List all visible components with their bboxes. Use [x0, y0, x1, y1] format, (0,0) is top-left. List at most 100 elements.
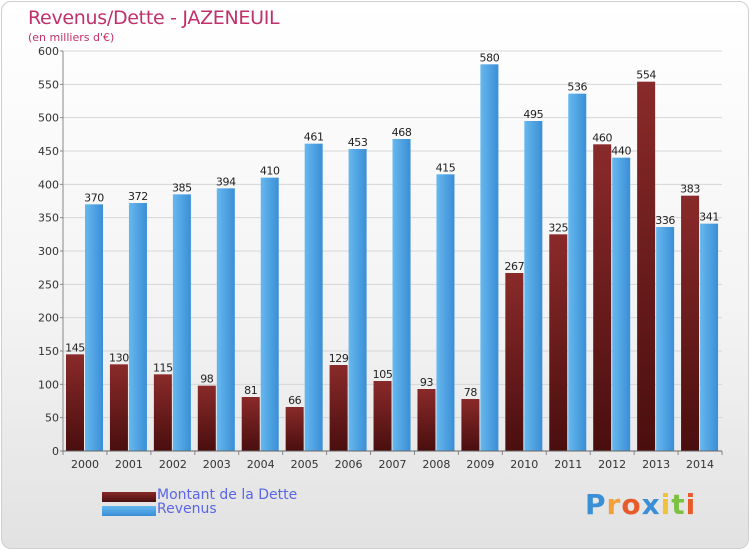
bar-dette: [637, 81, 656, 452]
bar-revenus: [304, 143, 323, 451]
data-label-revenus: 410: [260, 165, 280, 178]
data-label-revenus: 336: [655, 214, 675, 227]
bar-revenus: [172, 194, 191, 452]
grid-layer: [63, 50, 722, 452]
x-tick-label: 2011: [554, 458, 582, 471]
bar-dette: [593, 144, 612, 452]
data-label-revenus: 341: [699, 211, 719, 224]
data-label-revenus: 372: [128, 190, 148, 203]
bar-revenus: [260, 177, 279, 451]
data-label-dette: 145: [65, 341, 85, 354]
data-label-revenus: 415: [436, 161, 456, 174]
bar-dette: [373, 381, 392, 451]
labels-layer: 145 370 130 372 115 385 98 394 81 410 66 461 129 453 1…: [65, 51, 719, 407]
data-label-revenus: 370: [84, 191, 104, 204]
logo-letter: x: [641, 488, 661, 521]
y-tick-label: 0: [52, 445, 59, 458]
x-tick-label: 2000: [71, 458, 99, 471]
x-tick-label: 2003: [203, 458, 231, 471]
x-tick-label: 2001: [115, 458, 143, 471]
data-label-revenus: 495: [523, 108, 543, 121]
legend-label-dette: Montant de la Dette: [157, 487, 298, 503]
data-label-dette: 66: [288, 394, 302, 407]
x-tick-label: 2002: [159, 458, 187, 471]
data-label-dette: 78: [464, 386, 478, 399]
legend-swatch-revenus: [102, 506, 156, 516]
x-tick-label: 2010: [510, 458, 538, 471]
x-tick-label: 2012: [598, 458, 626, 471]
bar-revenus: [216, 188, 235, 452]
bar-dette: [681, 195, 700, 451]
bar-revenus: [436, 174, 455, 452]
data-label-dette: 81: [244, 384, 257, 397]
logo-letter: i: [660, 488, 672, 521]
data-label-dette: 98: [200, 373, 214, 386]
bar-dette: [197, 385, 216, 451]
bar-revenus: [392, 139, 411, 451]
y-tick-label: 250: [38, 278, 59, 291]
data-label-revenus: 385: [172, 181, 192, 194]
data-label-revenus: 394: [216, 175, 236, 188]
bar-revenus: [612, 157, 631, 451]
bar-dette: [549, 234, 568, 451]
data-label-revenus: 461: [304, 131, 324, 144]
data-label-revenus: 440: [611, 145, 631, 158]
bar-dette: [417, 389, 436, 451]
chart-subtitle: (en milliers d'€): [28, 31, 115, 44]
y-tick-label: 400: [38, 178, 59, 191]
bar-dette: [329, 365, 348, 451]
x-tick-label: 2005: [291, 458, 319, 471]
logo-letter: t: [671, 488, 686, 521]
bars-layer: [66, 64, 719, 452]
data-label-dette: 129: [329, 352, 349, 365]
axis-layer: 0 50 100 150 200 250 300 350 400 450 500 550 600 2000…: [38, 45, 723, 471]
data-label-dette: 105: [373, 368, 393, 381]
bar-revenus: [568, 93, 587, 452]
x-tick-label: 2006: [335, 458, 363, 471]
y-tick-label: 300: [38, 245, 59, 258]
data-label-dette: 383: [680, 183, 700, 196]
bar-dette: [505, 273, 524, 451]
data-label-revenus: 580: [480, 51, 500, 64]
bar-dette: [285, 407, 304, 451]
bar-dette: [109, 364, 128, 451]
data-label-dette: 460: [592, 131, 612, 144]
bar-revenus: [656, 227, 675, 451]
proxiti-logo: Proxiti: [585, 488, 696, 521]
data-label-dette: 115: [153, 361, 173, 374]
y-tick-label: 200: [38, 312, 59, 325]
bar-revenus: [480, 64, 499, 452]
logo-letter: o: [621, 488, 642, 521]
x-tick-label: 2013: [642, 458, 670, 471]
x-tick-label: 2008: [422, 458, 450, 471]
logo-letter: i: [685, 488, 697, 521]
data-label-dette: 93: [420, 376, 434, 389]
legend-swatch-dette: [102, 492, 156, 502]
data-label-dette: 130: [109, 351, 129, 364]
x-tick-label: 2009: [466, 458, 494, 471]
y-tick-label: 600: [38, 45, 59, 58]
y-tick-label: 50: [45, 412, 59, 425]
bar-dette: [153, 374, 172, 451]
x-tick-label: 2004: [247, 458, 275, 471]
bar-dette: [241, 397, 260, 451]
x-tick-label: 2007: [379, 458, 407, 471]
data-label-dette: 554: [636, 69, 656, 82]
logo-letter: r: [606, 488, 622, 521]
data-label-revenus: 453: [348, 136, 368, 149]
y-tick-label: 100: [38, 378, 59, 391]
bar-dette: [66, 354, 84, 451]
bar-revenus: [128, 203, 147, 451]
y-tick-label: 550: [38, 78, 59, 91]
legend-label-revenus: Revenus: [157, 501, 217, 517]
bar-dette: [461, 399, 480, 451]
bar-revenus: [524, 121, 543, 451]
data-label-revenus: 536: [567, 81, 587, 94]
bar-revenus: [348, 149, 367, 451]
data-label-revenus: 468: [392, 126, 412, 139]
x-tick-label: 2014: [686, 458, 714, 471]
data-label-dette: 325: [548, 221, 568, 234]
y-tick-label: 500: [38, 112, 59, 125]
